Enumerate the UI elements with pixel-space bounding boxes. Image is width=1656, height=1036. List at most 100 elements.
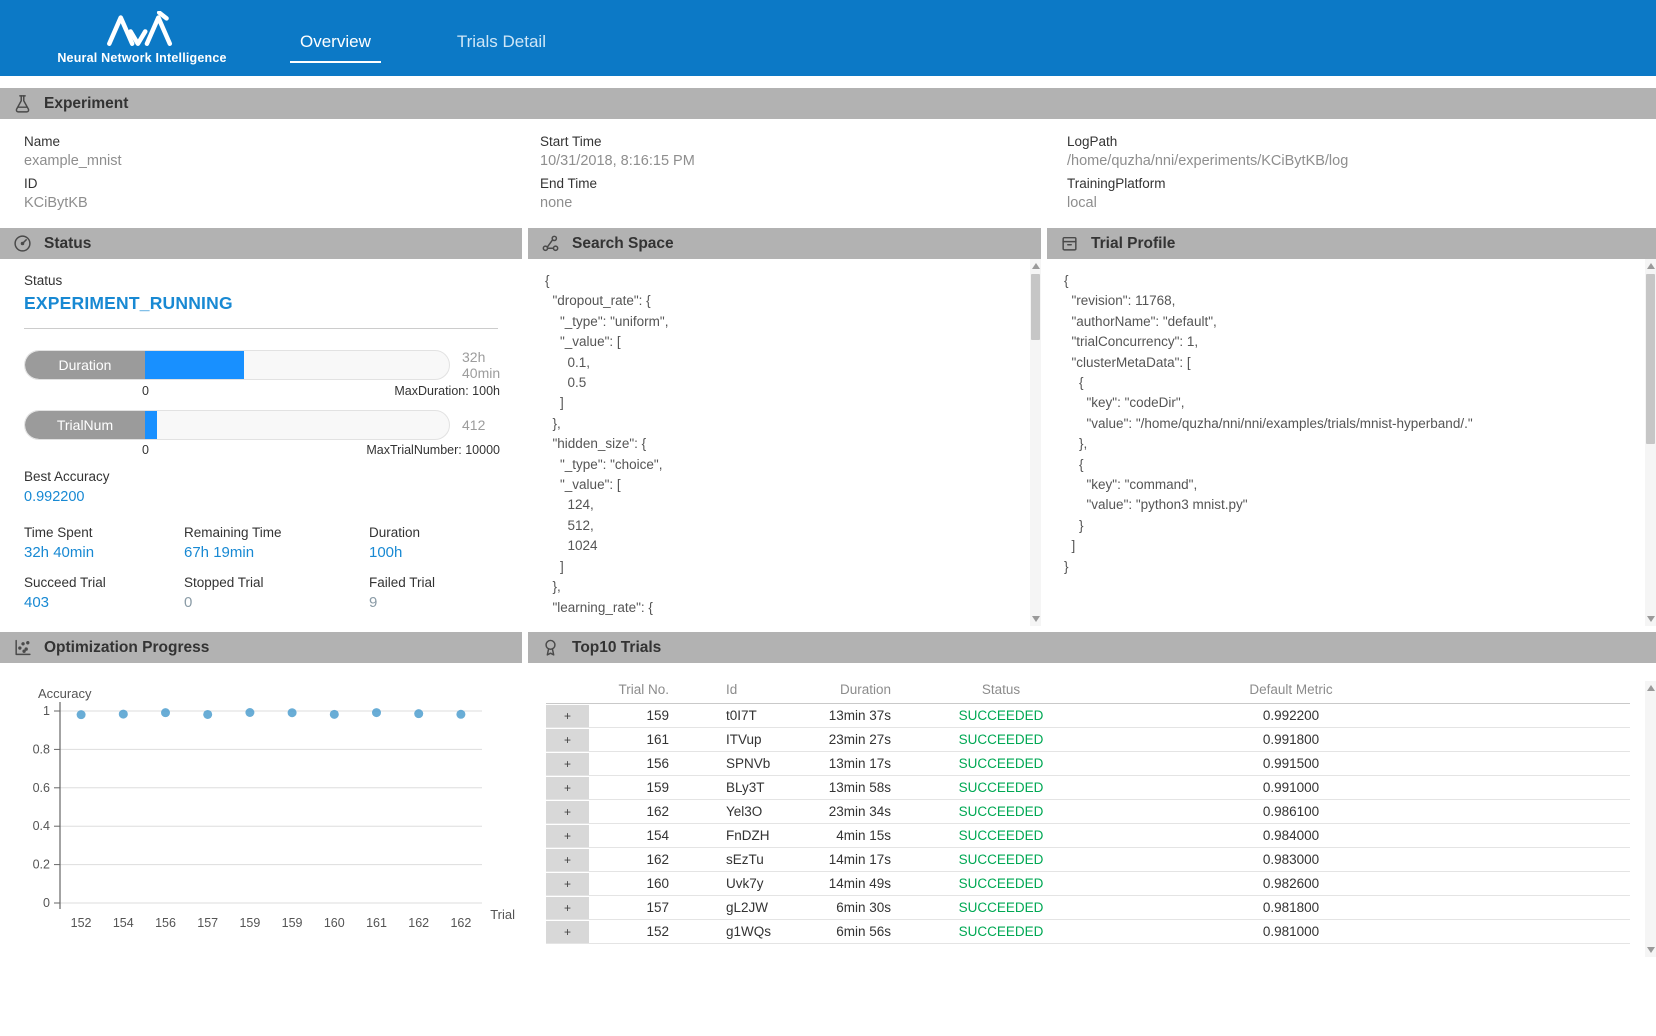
expand-row-button[interactable]: + — [546, 920, 589, 943]
stat-failed-trial: Failed Trial 9 — [369, 575, 436, 611]
svg-text:161: 161 — [366, 916, 387, 930]
field-label: TrainingPlatform — [1067, 176, 1166, 191]
cell-default-metric: 0.982600 — [1262, 876, 1320, 891]
status-panel: Status Status EXPERIMENT_RUNNING Duratio… — [0, 228, 522, 626]
svg-text:Accuracy: Accuracy — [38, 687, 92, 701]
cell-duration: 23min 27s — [828, 732, 891, 747]
cell-id: g1WQs — [726, 924, 772, 939]
cell-trial-no: 162 — [646, 804, 669, 819]
svg-text:156: 156 — [155, 916, 176, 930]
cell-default-metric: 0.991000 — [1262, 780, 1320, 795]
gauge-icon — [14, 235, 31, 252]
search-space-json: { "dropout_rate": { "_type": "uniform", … — [545, 273, 669, 615]
svg-text:162: 162 — [408, 916, 429, 930]
svg-text:1: 1 — [43, 704, 50, 718]
cell-default-metric: 0.983000 — [1262, 852, 1320, 867]
expand-cell: + — [546, 800, 591, 824]
scrollbar-thumb[interactable] — [1031, 274, 1040, 340]
expand-row-button[interactable]: + — [546, 752, 589, 775]
cell-trial-no: 162 — [646, 852, 669, 867]
trialnum-max: MaxTrialNumber: 10000 — [366, 443, 500, 457]
cell-duration: 14min 17s — [828, 852, 891, 867]
svg-text:160: 160 — [324, 916, 345, 930]
scatter-point — [203, 709, 213, 719]
tab-trials-detail[interactable]: Trials Detail — [456, 31, 546, 51]
expand-row-button[interactable]: + — [546, 704, 589, 727]
best-accuracy-label: Best Accuracy — [24, 469, 110, 484]
experiment-col-2: Start Time 10/31/2018, 8:16:15 PM End Ti… — [540, 127, 1067, 215]
table-row: +162 sEzTu 14min 17s SUCCEEDED 0.983000 — [546, 848, 1630, 872]
cell-duration: 13min 37s — [828, 708, 891, 723]
archive-box-icon — [1062, 236, 1077, 251]
trial-profile-title: Trial Profile — [1091, 234, 1176, 252]
trial-profile-section-bar: Trial Profile — [1047, 228, 1656, 259]
field-value: local — [1067, 195, 1097, 211]
brand-text: Neural Network Intelligence — [57, 51, 227, 65]
scroll-up-icon[interactable] — [1646, 685, 1655, 691]
top10-scrollbar[interactable] — [1645, 681, 1656, 957]
scroll-up-icon[interactable] — [1031, 263, 1040, 269]
cell-default-metric: 0.991500 — [1262, 756, 1320, 771]
trialnum-count-text: 412 — [462, 417, 486, 433]
scroll-down-icon[interactable] — [1646, 616, 1655, 622]
cell-trial-no: 159 — [646, 708, 669, 723]
expand-cell: + — [546, 896, 591, 920]
optimization-scatter-chart: 0 0.2 0.4 0.6 0.8 1 152 154 156 157 159 159 160 161 16… — [33, 686, 515, 930]
expand-row-button[interactable]: + — [546, 872, 589, 895]
optimization-title: Optimization Progress — [44, 638, 210, 656]
expand-row-button[interactable]: + — [546, 776, 589, 799]
stat-succeed-trial: Succeed Trial 403 — [24, 575, 106, 611]
search-space-scrollbar[interactable] — [1030, 259, 1041, 626]
cell-trial-no: 154 — [646, 828, 669, 843]
stat-remaining-time: Remaining Time 67h 19min — [184, 525, 282, 561]
nav-tabs: Overview Trials Detail — [290, 28, 556, 63]
table-row: +160 Uvk7y 14min 49s SUCCEEDED 0.982600 — [546, 872, 1630, 896]
cell-id: t0I7T — [726, 708, 757, 723]
expand-cell: + — [546, 752, 591, 776]
scatter-chart-icon — [15, 639, 31, 656]
expand-row-button[interactable]: + — [546, 824, 589, 847]
expand-cell: + — [546, 872, 591, 896]
expand-row-button[interactable]: + — [546, 800, 589, 823]
cell-duration: 4min 15s — [836, 828, 891, 843]
tab-overview[interactable]: Overview — [290, 28, 381, 63]
field-value: none — [540, 195, 573, 211]
scroll-down-icon[interactable] — [1031, 616, 1040, 622]
field-value: example_mnist — [24, 153, 122, 169]
cell-default-metric: 0.992200 — [1262, 708, 1320, 723]
scrollbar-thumb[interactable] — [1646, 274, 1655, 444]
molecule-icon — [542, 235, 559, 252]
field-value: 10/31/2018, 8:16:15 PM — [540, 153, 695, 169]
expand-row-button[interactable]: + — [546, 728, 589, 751]
optimization-section-bar: Optimization Progress — [0, 632, 522, 663]
scroll-down-icon[interactable] — [1646, 947, 1655, 953]
cell-status: SUCCEEDED — [958, 828, 1044, 843]
cell-duration: 13min 17s — [828, 756, 891, 771]
cell-trial-no: 159 — [646, 780, 669, 795]
expand-row-button[interactable]: + — [546, 848, 589, 871]
table-row: +159 t0I7T 13min 37s SUCCEEDED 0.992200 — [546, 704, 1630, 728]
cell-id: BLy3T — [726, 780, 765, 795]
trialnum-progress-scale: 0 MaxTrialNumber: 10000 — [142, 443, 500, 457]
cell-status: SUCCEEDED — [958, 756, 1044, 771]
search-space-title: Search Space — [572, 234, 674, 252]
trial-profile-scrollbar[interactable] — [1645, 259, 1656, 626]
cell-default-metric: 0.991800 — [1262, 732, 1320, 747]
svg-text:0.6: 0.6 — [33, 781, 50, 795]
stat-stopped-trial: Stopped Trial 0 — [184, 575, 264, 611]
experiment-col-3: LogPath /home/quzha/nni/experiments/KCiB… — [1067, 127, 1656, 215]
top10-panel: Top10 Trials Trial No. Id Duration Statu… — [528, 632, 1656, 1036]
trial-profile-panel: Trial Profile { "revision": 11768, "auth… — [1047, 228, 1656, 626]
field-value: /home/quzha/nni/experiments/KCiBytKB/log — [1067, 153, 1349, 169]
expand-row-button[interactable]: + — [546, 896, 589, 919]
cell-duration: 14min 49s — [828, 876, 891, 891]
cell-id: gL2JW — [726, 900, 769, 915]
stat-time-spent: Time Spent 32h 40min — [24, 525, 95, 561]
duration-progress: Duration 32h 40min — [24, 349, 500, 381]
cell-status: SUCCEEDED — [958, 876, 1044, 891]
cell-duration: 23min 34s — [828, 804, 891, 819]
cell-trial-no: 152 — [646, 924, 669, 939]
scroll-up-icon[interactable] — [1646, 263, 1655, 269]
scatter-point — [287, 708, 297, 718]
cell-status: SUCCEEDED — [958, 780, 1044, 795]
